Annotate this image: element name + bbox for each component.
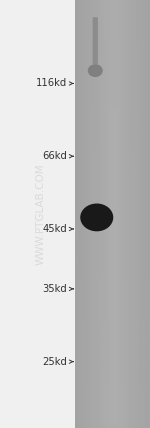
Bar <box>130 0 133 428</box>
Bar <box>82 0 85 428</box>
Bar <box>75 193 150 215</box>
Text: 116kd: 116kd <box>36 78 68 89</box>
Bar <box>80 0 83 428</box>
Bar <box>75 300 150 322</box>
Ellipse shape <box>80 204 113 231</box>
Bar <box>132 0 135 428</box>
Bar <box>105 0 108 428</box>
Bar <box>0 0 75 428</box>
Bar <box>75 278 150 300</box>
Bar <box>112 0 115 428</box>
Bar <box>75 107 150 129</box>
Bar <box>100 0 103 428</box>
Bar <box>87 0 90 428</box>
Bar <box>102 0 105 428</box>
Ellipse shape <box>88 64 103 77</box>
Bar <box>75 171 150 193</box>
Bar <box>75 385 150 407</box>
Bar <box>75 0 150 22</box>
Text: 66kd: 66kd <box>43 151 68 161</box>
Text: 35kd: 35kd <box>43 284 68 294</box>
Bar <box>75 321 150 343</box>
FancyBboxPatch shape <box>93 17 98 64</box>
Bar <box>95 0 98 428</box>
Bar <box>147 0 150 428</box>
Bar <box>75 407 150 428</box>
Bar <box>117 0 120 428</box>
Bar <box>128 0 130 428</box>
Bar <box>75 43 150 65</box>
Bar <box>98 0 100 428</box>
Bar <box>142 0 145 428</box>
Bar <box>75 342 150 365</box>
Bar <box>140 0 143 428</box>
Bar <box>135 0 138 428</box>
Bar <box>75 0 78 428</box>
Text: 25kd: 25kd <box>43 357 68 367</box>
Bar <box>120 0 123 428</box>
Bar <box>75 235 150 258</box>
Text: WWW.PTGLAB.COM: WWW.PTGLAB.COM <box>36 163 45 265</box>
Bar <box>75 86 150 108</box>
Bar <box>75 364 150 386</box>
Bar <box>110 0 113 428</box>
Bar <box>75 128 150 151</box>
Bar <box>75 150 150 172</box>
Bar <box>75 214 150 236</box>
Bar <box>85 0 88 428</box>
Bar <box>93 0 95 428</box>
Bar <box>138 0 140 428</box>
Bar <box>145 0 148 428</box>
Bar <box>75 64 150 86</box>
Bar <box>90 0 93 428</box>
Bar <box>123 0 125 428</box>
Bar <box>78 0 80 428</box>
Text: 45kd: 45kd <box>43 224 68 234</box>
Bar <box>75 21 150 44</box>
Bar <box>115 0 118 428</box>
Bar <box>125 0 128 428</box>
Bar <box>108 0 110 428</box>
Bar <box>75 257 150 279</box>
